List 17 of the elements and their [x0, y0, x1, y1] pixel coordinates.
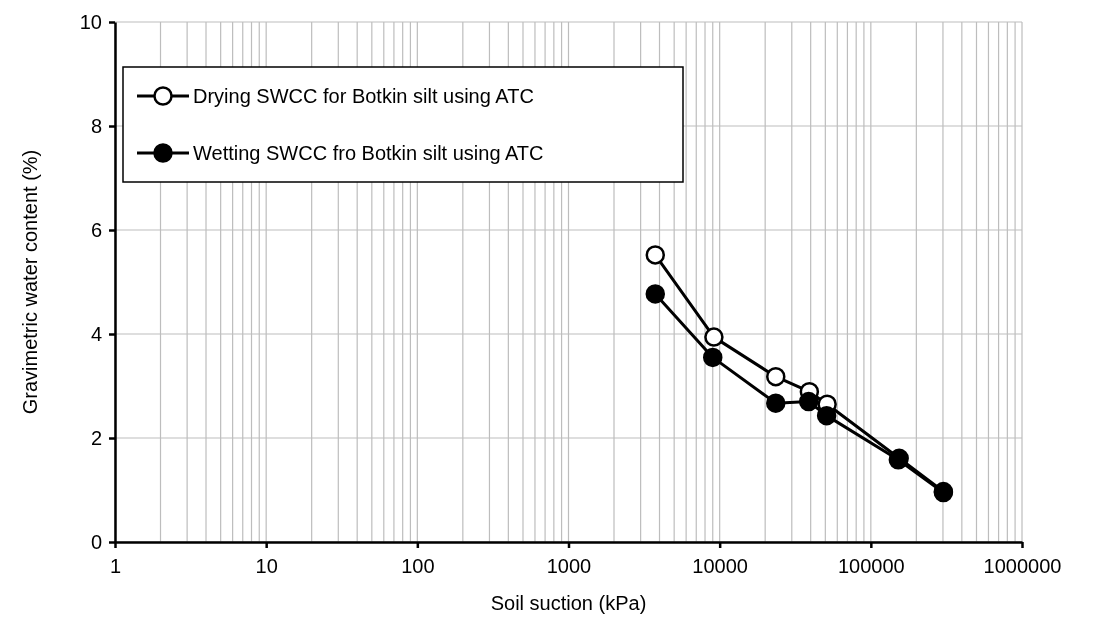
- x-tick-label: 1000: [546, 555, 592, 577]
- x-axis-title: Soil suction (kPa): [490, 592, 647, 614]
- x-tick-label: 100000: [837, 555, 905, 577]
- y-tick-label: 4: [90, 322, 102, 345]
- x-tick-label: 100: [401, 555, 435, 577]
- x-tick-label: 10000: [692, 555, 748, 577]
- y-tick-label: 10: [79, 10, 102, 33]
- y-tick-label: 0: [90, 530, 102, 553]
- x-tick-label: 10: [255, 555, 278, 577]
- x-tick-label: 1000000: [983, 555, 1062, 577]
- y-axis-title: Gravimetric water content (%): [19, 149, 41, 415]
- legend-label: Drying SWCC for Botkin silt using ATC: [193, 85, 534, 107]
- x-tick-label: 1: [109, 555, 122, 577]
- y-tick-label: 8: [90, 114, 102, 137]
- y-tick-label: 2: [90, 426, 102, 449]
- legend-label: Wetting SWCC fro Botkin silt using ATC: [193, 142, 544, 164]
- y-tick-label: 6: [90, 218, 102, 241]
